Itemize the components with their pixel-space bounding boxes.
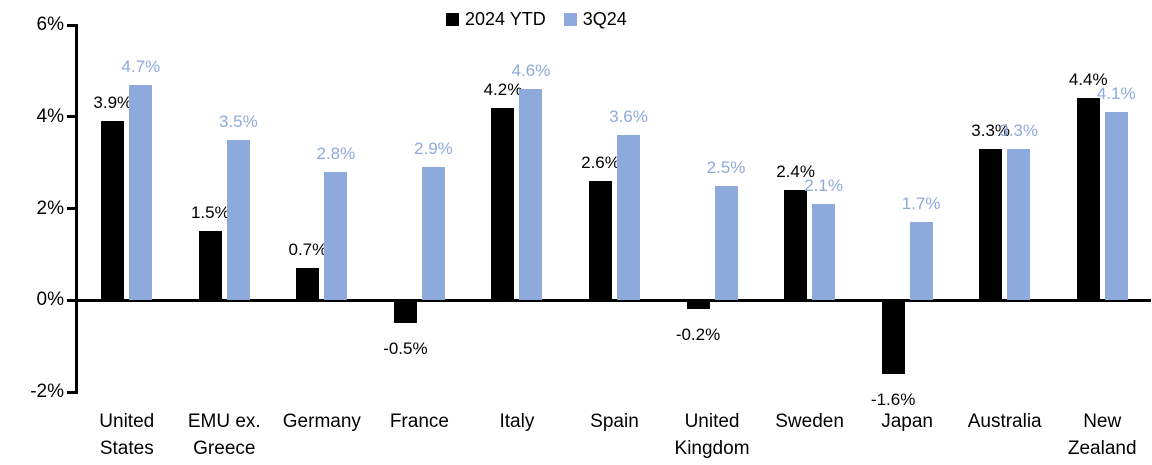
value-label-3q24-united-states: 4.7% [121, 56, 161, 76]
category-label-spain: Spain [590, 411, 639, 432]
y-tick-2 [67, 390, 78, 394]
value-label-3q24-sweden: 2.1% [804, 175, 843, 195]
bar-2024-ytd-emu-ex-greece [198, 231, 222, 301]
category-label-italy: Italy [499, 411, 535, 432]
category-label-australia: Australia [967, 411, 1042, 432]
y-tick-6 [67, 23, 78, 27]
bar-2024-ytd-spain [589, 180, 612, 301]
bar-2024-ytd-united-states [101, 121, 125, 301]
bar-2024-ytd-new-zealand [1076, 98, 1100, 301]
y-tick-label-2: 2% [36, 197, 64, 219]
bar-3q24-france [421, 167, 445, 301]
value-label-2024-ytd-italy: 4.2% [483, 79, 523, 99]
y-tick-label-2: -2% [30, 381, 64, 402]
value-label-2024-ytd-sweden: 2.4% [776, 162, 815, 182]
bar-3q24-new-zealand [1104, 112, 1128, 301]
bar-2024-ytd-germany [296, 268, 320, 301]
bar-3q24-emu-ex-greece [226, 139, 250, 301]
bar-2024-ytd-france [393, 300, 417, 324]
y-tick-4 [67, 115, 78, 119]
value-label-3q24-emu-ex-greece: 3.5% [218, 111, 258, 131]
category-label-united-kingdom: United Kingdom [674, 411, 750, 459]
y-tick-label-6: 6% [36, 14, 64, 35]
bar-2024-ytd-australia [979, 148, 1003, 301]
bar-2024-ytd-italy [491, 107, 515, 301]
legend-swatch-icon-3q24 [563, 12, 577, 26]
value-label-2024-ytd-united-states: 3.9% [93, 93, 133, 113]
value-label-3q24-new-zealand: 4.1% [1096, 84, 1136, 104]
value-label-2024-ytd-japan: -1.6% [870, 389, 916, 409]
value-label-3q24-united-kingdom: 2.5% [706, 157, 746, 177]
legend: 2024 YTD 3Q24 [446, 8, 627, 30]
legend-label-3q24: 3Q24 [582, 9, 627, 29]
bar-2024-ytd-japan [881, 300, 905, 374]
y-tick-label-4: 4% [36, 105, 64, 127]
bar-3q24-japan [909, 222, 933, 301]
value-label-3q24-italy: 4.6% [511, 61, 551, 81]
value-label-3q24-japan: 1.7% [901, 194, 941, 214]
category-label-japan: Japan [881, 411, 934, 432]
value-label-2024-ytd-france: -0.5% [383, 339, 428, 359]
value-label-2024-ytd-united-kingdom: -0.2% [675, 325, 721, 345]
value-label-3q24-germany: 2.8% [316, 143, 356, 163]
value-label-3q24-spain: 3.6% [609, 107, 648, 127]
bar-3q24-australia [1007, 148, 1031, 301]
category-label-france: France [389, 411, 449, 432]
bar-3q24-united-states [129, 84, 153, 301]
plot-area: 3.9% 4.7% 1.5% 3.5% 0.7% 2.8% -0.5% 2.9% 4.2% 4.6… [67, 23, 1151, 409]
value-label-3q24-australia: 3.3% [999, 120, 1039, 140]
legend-item-3q24: 3Q24 [563, 8, 627, 30]
bar-3q24-italy [519, 89, 543, 301]
value-label-2024-ytd-australia: 3.3% [971, 120, 1011, 140]
y-tick-2 [67, 207, 78, 210]
category-label-germany: Germany [282, 411, 361, 432]
y-tick-0 [67, 298, 78, 302]
bar-3q24-sweden [812, 203, 836, 301]
legend-item-2024-ytd: 2024 YTD [446, 8, 546, 30]
bar-3q24-germany [324, 171, 348, 301]
category-label-sweden: Sweden [775, 411, 844, 432]
bar-3q24-united-kingdom [714, 185, 738, 301]
category-label-new-zealand: New Zealand [1067, 411, 1137, 459]
value-label-2024-ytd-emu-ex-greece: 1.5% [190, 203, 230, 223]
category-label-united-states: United States [99, 411, 155, 459]
y-tick-label-0: 0% [36, 289, 64, 311]
value-label-2024-ytd-new-zealand: 4.4% [1068, 70, 1108, 90]
x-axis-line [78, 298, 1151, 302]
value-label-2024-ytd-spain: 2.6% [581, 152, 620, 172]
value-label-2024-ytd-germany: 0.7% [288, 240, 328, 260]
bar-3q24-spain [617, 135, 640, 301]
legend-swatch-icon-2024-ytd [446, 12, 459, 26]
value-label-3q24-france: 2.9% [414, 139, 453, 159]
bar-2024-ytd-united-kingdom [686, 300, 710, 310]
category-label-emu-ex-greece: EMU ex. Greece [187, 411, 261, 459]
legend-label-2024-ytd: 2024 YTD [465, 9, 546, 29]
bar-2024-ytd-sweden [784, 190, 808, 301]
